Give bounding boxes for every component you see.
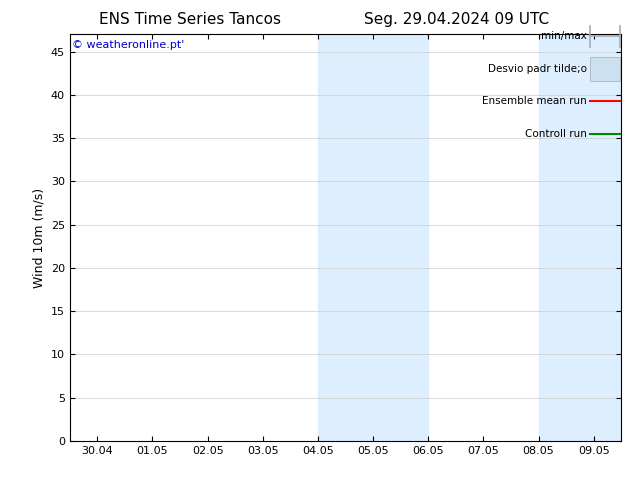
Bar xyxy=(318,34,373,441)
Text: min/max: min/max xyxy=(541,31,587,41)
Text: ENS Time Series Tancos: ENS Time Series Tancos xyxy=(99,12,281,27)
Text: Desvio padr tilde;o: Desvio padr tilde;o xyxy=(488,64,587,74)
Text: Controll run: Controll run xyxy=(525,129,587,139)
Text: © weatheronline.pt': © weatheronline.pt' xyxy=(72,40,185,50)
Bar xyxy=(538,34,593,441)
Bar xyxy=(373,34,428,441)
Bar xyxy=(593,34,621,441)
Text: Ensemble mean run: Ensemble mean run xyxy=(482,97,587,106)
Y-axis label: Wind 10m (m/s): Wind 10m (m/s) xyxy=(32,188,45,288)
Text: Seg. 29.04.2024 09 UTC: Seg. 29.04.2024 09 UTC xyxy=(364,12,549,27)
Bar xyxy=(590,57,620,81)
